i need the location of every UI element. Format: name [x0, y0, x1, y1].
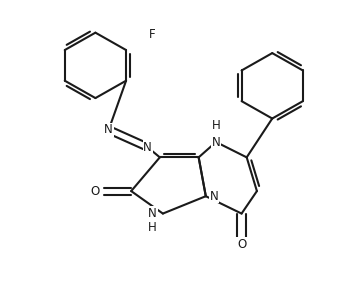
Text: N: N	[143, 141, 152, 154]
Text: F: F	[149, 28, 156, 41]
Text: O: O	[237, 238, 246, 251]
Text: N: N	[212, 136, 220, 149]
Text: O: O	[91, 185, 100, 198]
Text: H: H	[212, 119, 220, 132]
Text: H: H	[148, 221, 157, 234]
Text: N: N	[210, 190, 218, 203]
Text: N: N	[148, 207, 157, 220]
Text: N: N	[104, 123, 113, 136]
